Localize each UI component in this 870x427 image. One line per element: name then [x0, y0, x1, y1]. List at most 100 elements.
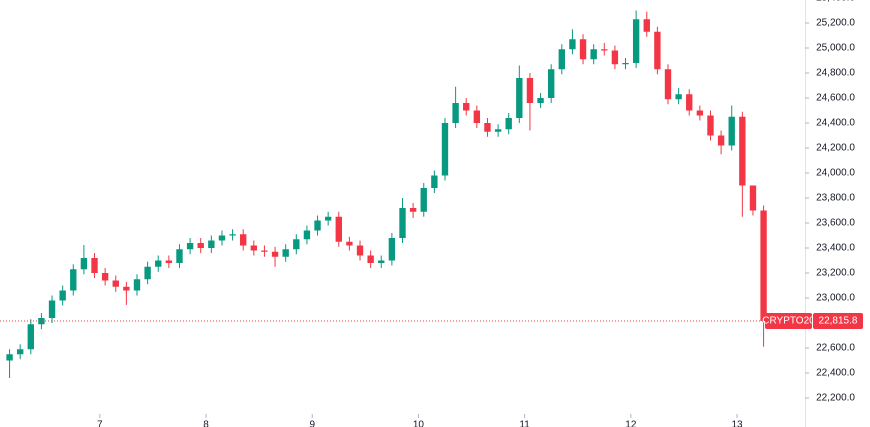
- candle-body: [70, 269, 77, 291]
- y-tick-label: 25,000.0: [816, 43, 855, 54]
- candle-body: [579, 39, 587, 60]
- candle-body: [664, 69, 672, 100]
- candle-body: [165, 260, 173, 263]
- candle-body: [218, 235, 226, 241]
- candle-body: [91, 258, 98, 273]
- candle-body: [346, 241, 353, 246]
- candle-body: [197, 243, 204, 248]
- x-tick-label: 12: [625, 420, 637, 427]
- candle-body: [240, 234, 247, 246]
- candle-body: [558, 49, 565, 70]
- y-tick-label: 23,000.0: [816, 293, 855, 304]
- candle-body: [282, 249, 289, 257]
- candle-body: [378, 260, 385, 263]
- candle-body: [208, 240, 215, 248]
- y-tick-label: 24,600.0: [816, 93, 855, 104]
- y-tick-label: 24,000.0: [816, 168, 855, 179]
- candle-body: [101, 273, 109, 281]
- y-tick-label: 22,600.0: [816, 343, 855, 354]
- price-label: 22,815.8: [819, 316, 858, 327]
- y-tick-label: 22,200.0: [816, 393, 855, 404]
- candle-body: [537, 98, 544, 103]
- candle-body: [16, 349, 24, 355]
- candle-body: [6, 354, 13, 361]
- x-tick-label: 7: [97, 420, 103, 427]
- candle-body: [728, 116, 735, 146]
- candle-body: [335, 216, 342, 242]
- candle-body: [505, 118, 512, 130]
- x-tick-label: 11: [519, 420, 530, 427]
- x-tick-label: 10: [413, 420, 425, 427]
- candle-body: [590, 49, 597, 60]
- candle-body: [409, 208, 417, 212]
- symbol-tag: [765, 313, 812, 330]
- candle-body: [314, 220, 321, 231]
- y-tick-label: 25,400.0: [816, 0, 855, 4]
- candle-body: [388, 238, 396, 261]
- y-tick-label: 23,400.0: [816, 243, 855, 254]
- candle-body: [112, 280, 119, 287]
- candle-body: [643, 19, 650, 32]
- candle-body: [686, 94, 693, 111]
- candle-body: [261, 250, 268, 252]
- candle-body: [526, 78, 534, 103]
- candle-body: [675, 94, 682, 100]
- candle-body: [611, 50, 619, 65]
- candle-body: [27, 324, 34, 350]
- candle-body: [452, 103, 459, 123]
- candle-body: [707, 115, 714, 136]
- candle-body: [48, 300, 56, 318]
- candle-body: [696, 110, 704, 116]
- candle-body: [463, 103, 470, 111]
- candle-body: [229, 234, 236, 236]
- candle-body: [431, 175, 438, 188]
- candle-body: [186, 243, 194, 250]
- y-tick-label: 24,800.0: [816, 68, 855, 79]
- candle-body: [516, 78, 523, 118]
- candle-body: [38, 318, 45, 325]
- candle-body: [155, 260, 162, 267]
- candle-body: [494, 129, 502, 132]
- x-tick-label: 8: [203, 420, 209, 427]
- candle-body: [760, 210, 767, 322]
- candle-body: [569, 39, 576, 50]
- candle-body: [356, 245, 364, 256]
- candle-body: [250, 245, 258, 251]
- candle-body: [654, 31, 661, 70]
- candle-body: [399, 208, 406, 238]
- x-tick-label: 13: [731, 420, 743, 427]
- candle-body: [367, 255, 374, 263]
- candle-body: [601, 49, 608, 51]
- candle-body: [293, 239, 300, 250]
- candle-body: [176, 249, 183, 263]
- symbol-label: CRYPTO20: [762, 316, 815, 327]
- y-tick-label: 25,200.0: [816, 18, 855, 29]
- candle-body: [484, 123, 491, 132]
- candle-body: [622, 63, 629, 65]
- candle-body: [144, 266, 151, 280]
- candle-body: [749, 185, 757, 211]
- candle-body: [303, 230, 311, 240]
- candle-body: [717, 135, 725, 146]
- y-tick-label: 24,400.0: [816, 118, 855, 129]
- candle-body: [324, 216, 332, 221]
- candle-body: [632, 19, 640, 63]
- candle-body: [80, 258, 88, 270]
- candle-body: [473, 110, 481, 123]
- y-tick-label: 23,800.0: [816, 193, 855, 204]
- x-tick-label: 9: [309, 420, 315, 427]
- y-tick-label: 24,200.0: [816, 143, 855, 154]
- candle-body: [441, 123, 449, 176]
- candle-body: [547, 69, 555, 98]
- candle-body: [420, 188, 427, 212]
- candle-body: [59, 290, 66, 301]
- candle-body: [271, 251, 279, 257]
- y-tick-label: 23,600.0: [816, 218, 855, 229]
- y-tick-label: 22,400.0: [816, 368, 855, 379]
- candle-body: [133, 279, 141, 291]
- y-tick-label: 23,200.0: [816, 268, 855, 279]
- price-tag: [813, 313, 863, 330]
- candle-body: [739, 116, 746, 186]
- candle-body: [123, 286, 130, 291]
